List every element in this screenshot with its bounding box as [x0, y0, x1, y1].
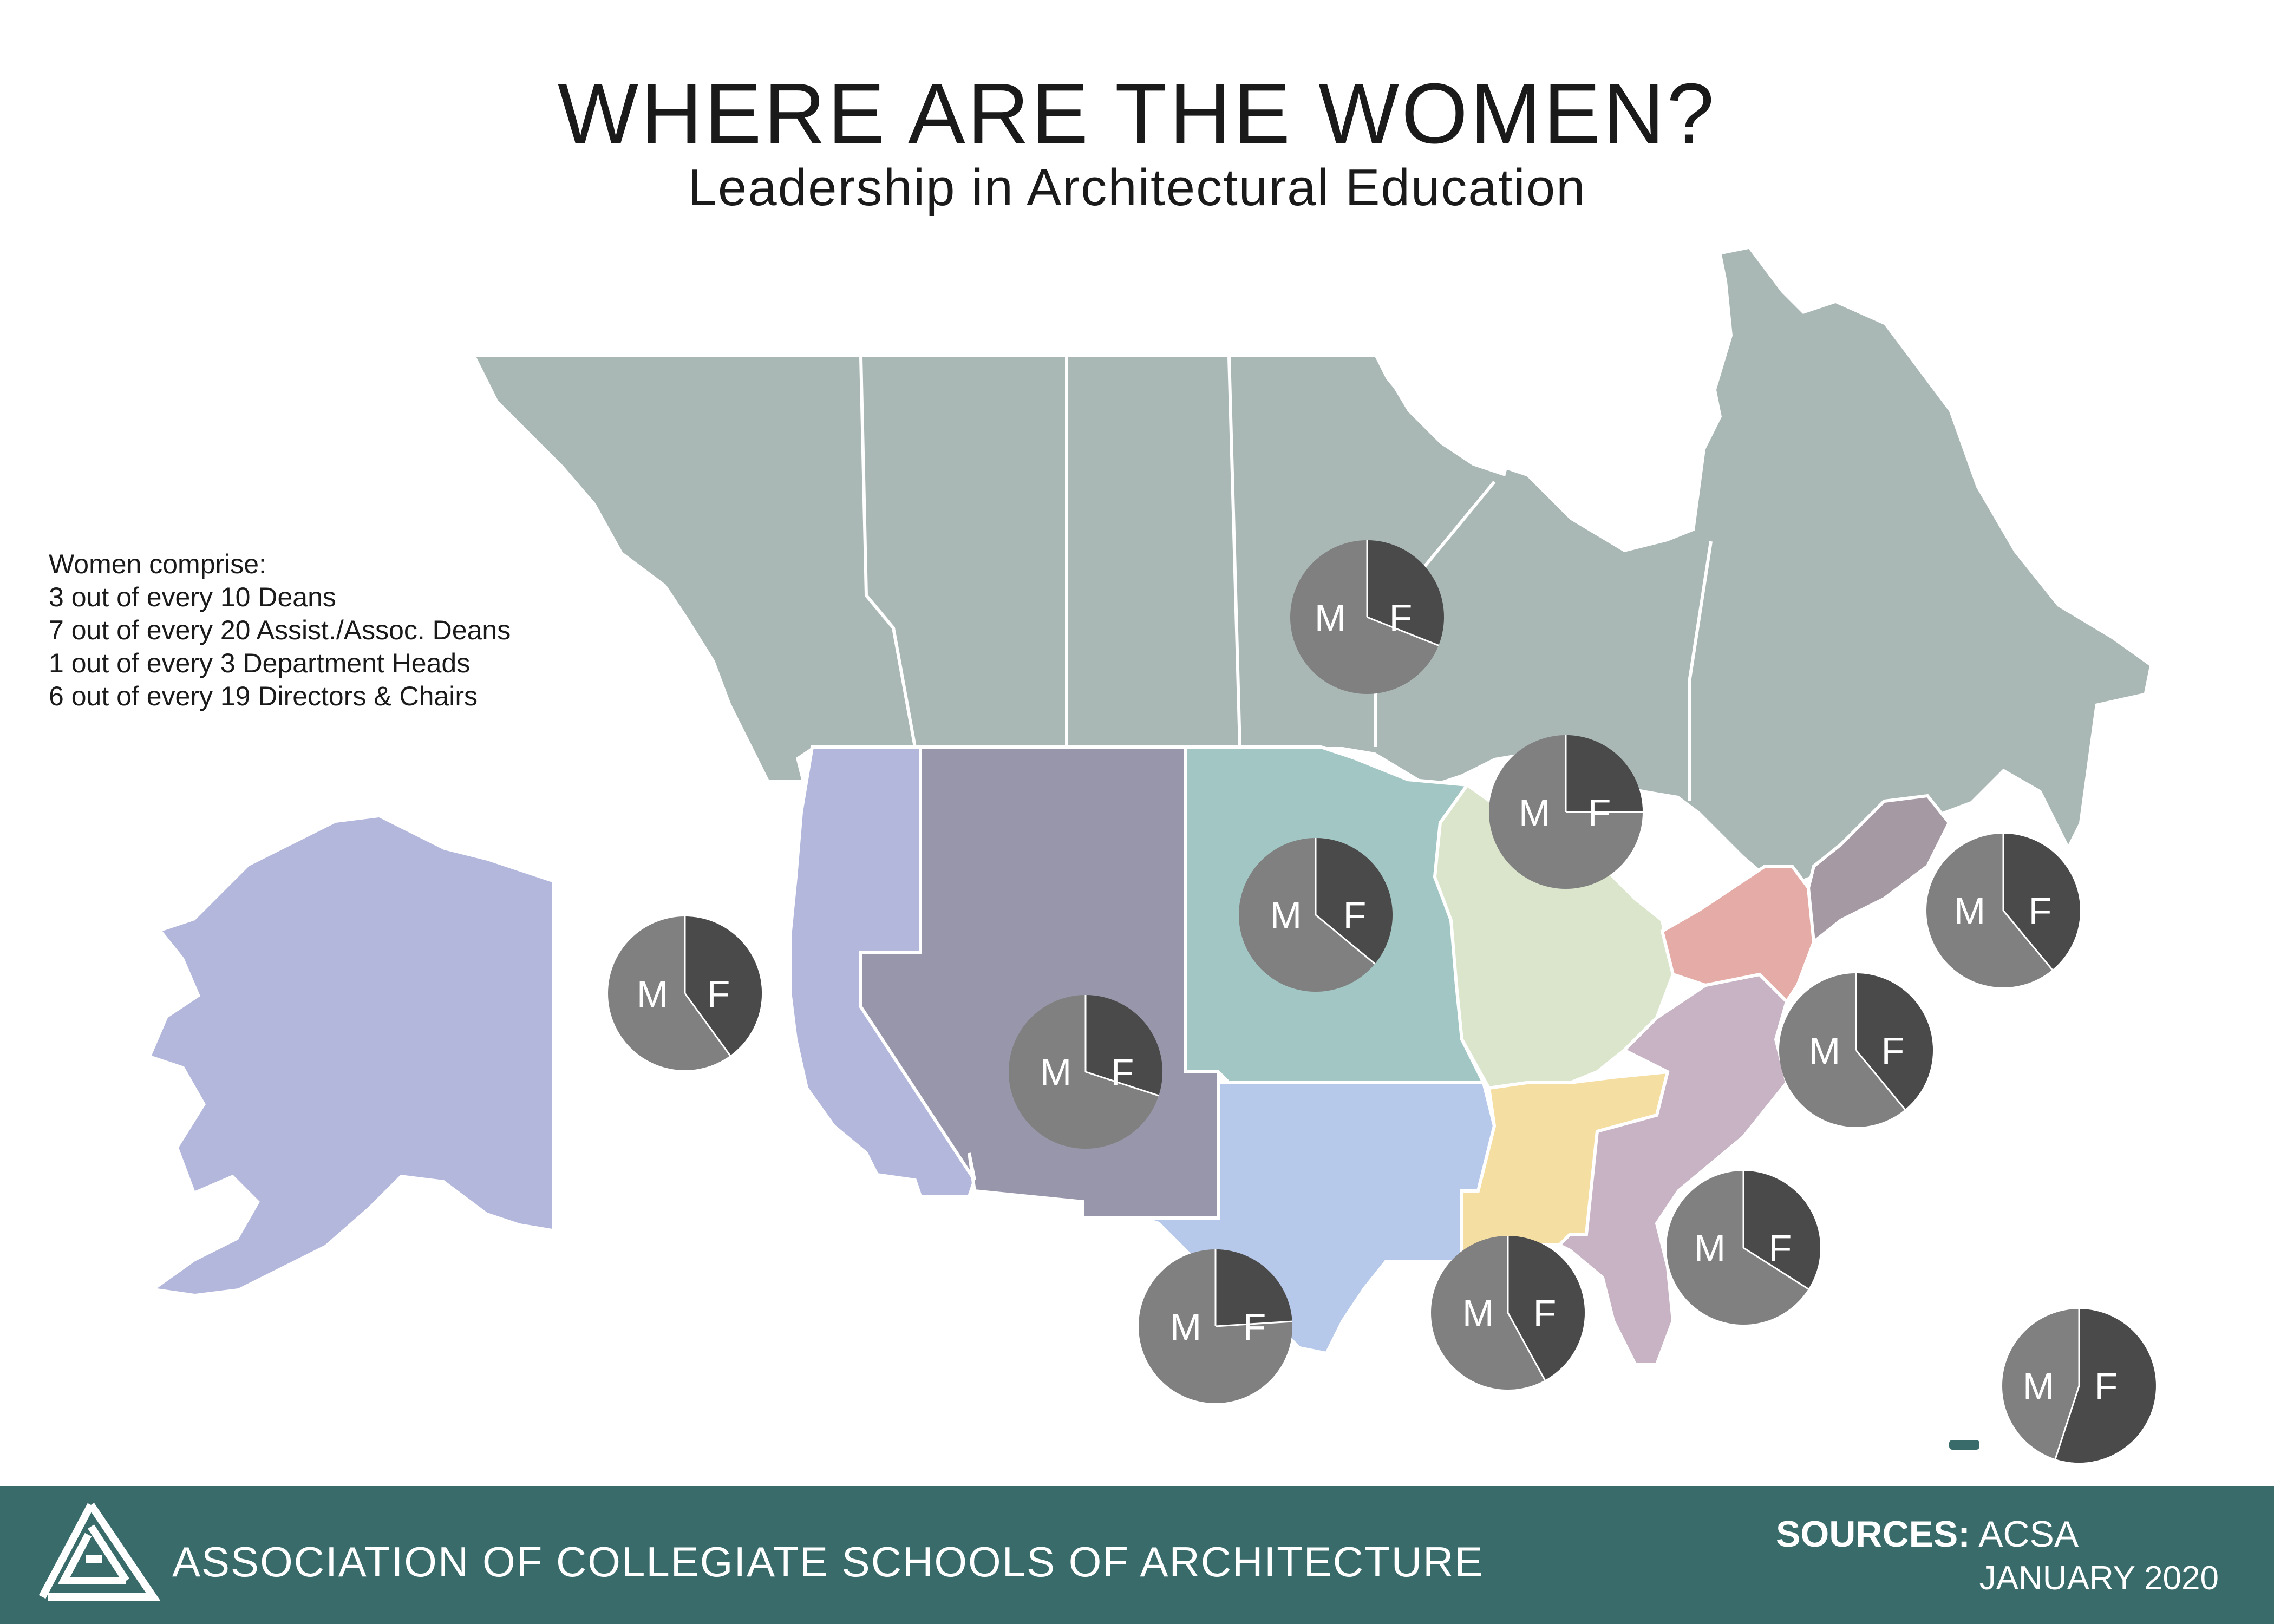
- pie-divider-line: [1367, 616, 1439, 646]
- pie-female-slice: [1086, 995, 1163, 1096]
- new-england-region: [1806, 794, 1951, 945]
- page-subtitle: Leadership in Architectural Education: [688, 159, 1586, 217]
- pie-female-slice: [1566, 735, 1643, 812]
- pie-divider-line: [684, 993, 731, 1056]
- hudson-bay: [1375, 357, 1516, 476]
- pie-female-label: F: [1343, 894, 1367, 937]
- pie-female-slice: [1367, 540, 1444, 646]
- pie-female-label: F: [2029, 890, 2052, 932]
- pie-divider-line: [2002, 910, 2053, 971]
- sources-credit: SOURCES: ACSA: [1776, 1513, 2079, 1555]
- pie-chart-plains: M F: [1239, 838, 1393, 992]
- pie-divider-line: [1085, 1071, 1159, 1097]
- pie-male-label: M: [637, 973, 668, 1015]
- pie-male-label: M: [1462, 1292, 1494, 1334]
- pie-female-slice: [1856, 973, 1933, 1110]
- publication-date: JANUARY 2020: [1979, 1560, 2219, 1597]
- stats-line-deans: 3 out of every 10 Deans: [49, 582, 336, 612]
- pie-male-label: M: [2023, 1365, 2054, 1407]
- stats-line-directors: 6 out of every 19 Directors & Chairs: [49, 681, 478, 711]
- pie-female-slice: [1316, 838, 1393, 964]
- pie-chart-southeast: M F: [1667, 1171, 1821, 1325]
- pie-female-label: F: [1243, 1306, 1266, 1348]
- pie-male-label: M: [1040, 1051, 1071, 1093]
- pie-divider-line: [1315, 914, 1376, 965]
- pie-female-label: F: [1111, 1051, 1134, 1093]
- pie-male-label: M: [1694, 1227, 1726, 1269]
- pie-female-slice: [1508, 1236, 1585, 1380]
- pie-divider-line: [1743, 1247, 1809, 1290]
- pie-male-label: M: [1315, 597, 1346, 639]
- page-title: WHERE ARE THE WOMEN?: [557, 66, 1717, 161]
- pie-divider-line: [1215, 1320, 1292, 1327]
- pie-female-label: F: [1588, 791, 1611, 834]
- pie-male-label: M: [1519, 791, 1550, 834]
- pie-divider-line: [1855, 1050, 1906, 1110]
- stats-line-assoc-deans: 7 out of every 20 Assist./Assoc. Deans: [49, 615, 511, 645]
- acsa-logo-icon: [38, 1503, 161, 1601]
- pie-female-label: F: [1533, 1292, 1557, 1334]
- pie-chart-mountain: M F: [1009, 995, 1163, 1149]
- sources-value: ACSA: [1978, 1514, 2079, 1555]
- pie-female-label: F: [707, 973, 730, 1015]
- sources-label: SOURCES:: [1776, 1514, 1970, 1555]
- pie-divider-line: [1507, 1312, 1546, 1381]
- pie-female-label: F: [1881, 1030, 1905, 1072]
- pie-female-slice: [2055, 1309, 2156, 1463]
- footer-bar: [0, 1486, 2274, 1624]
- pie-female-label: F: [1389, 597, 1413, 639]
- alaska-state: [152, 817, 552, 1294]
- stats-line-department-heads: 1 out of every 3 Department Heads: [49, 648, 471, 678]
- pie-female-label: F: [1769, 1227, 1792, 1269]
- pie-chart-new-england: M F: [1926, 834, 2080, 987]
- stats-legend: Women comprise: 3 out of every 10 Deans …: [49, 548, 511, 713]
- pie-chart-south-central: M F: [1139, 1249, 1292, 1403]
- pie-male-label: M: [1270, 894, 1302, 937]
- pie-female-slice: [2003, 834, 2080, 970]
- pie-female-label: F: [2095, 1365, 2118, 1407]
- pie-chart-canada-east: M F: [1489, 735, 1643, 889]
- stats-intro: Women comprise:: [49, 549, 266, 579]
- puerto-rico-island: [1949, 1440, 1979, 1450]
- pie-chart-gulf-south: M F: [1431, 1236, 1585, 1390]
- pie-male-label: M: [1809, 1030, 1840, 1072]
- regional-map: M F M F M F M F M F M F M F M: [152, 249, 2156, 1463]
- pie-female-slice: [1216, 1249, 1292, 1326]
- organization-name: ASSOCIATION OF COLLEGIATE SCHOOLS OF ARC…: [172, 1538, 1484, 1586]
- province-borders: [859, 357, 1713, 801]
- pie-female-slice: [685, 916, 762, 1056]
- pie-chart-puerto-rico: M F: [2002, 1309, 2156, 1463]
- pie-chart-pacific: M F: [608, 916, 762, 1070]
- pie-chart-canada-west: M F: [1290, 540, 1444, 694]
- pie-male-label: M: [1170, 1306, 1201, 1348]
- pie-divider-line: [2054, 1385, 2080, 1459]
- pie-male-label: M: [1954, 890, 1985, 932]
- pie-chart-mid-atlantic: M F: [1779, 973, 1933, 1127]
